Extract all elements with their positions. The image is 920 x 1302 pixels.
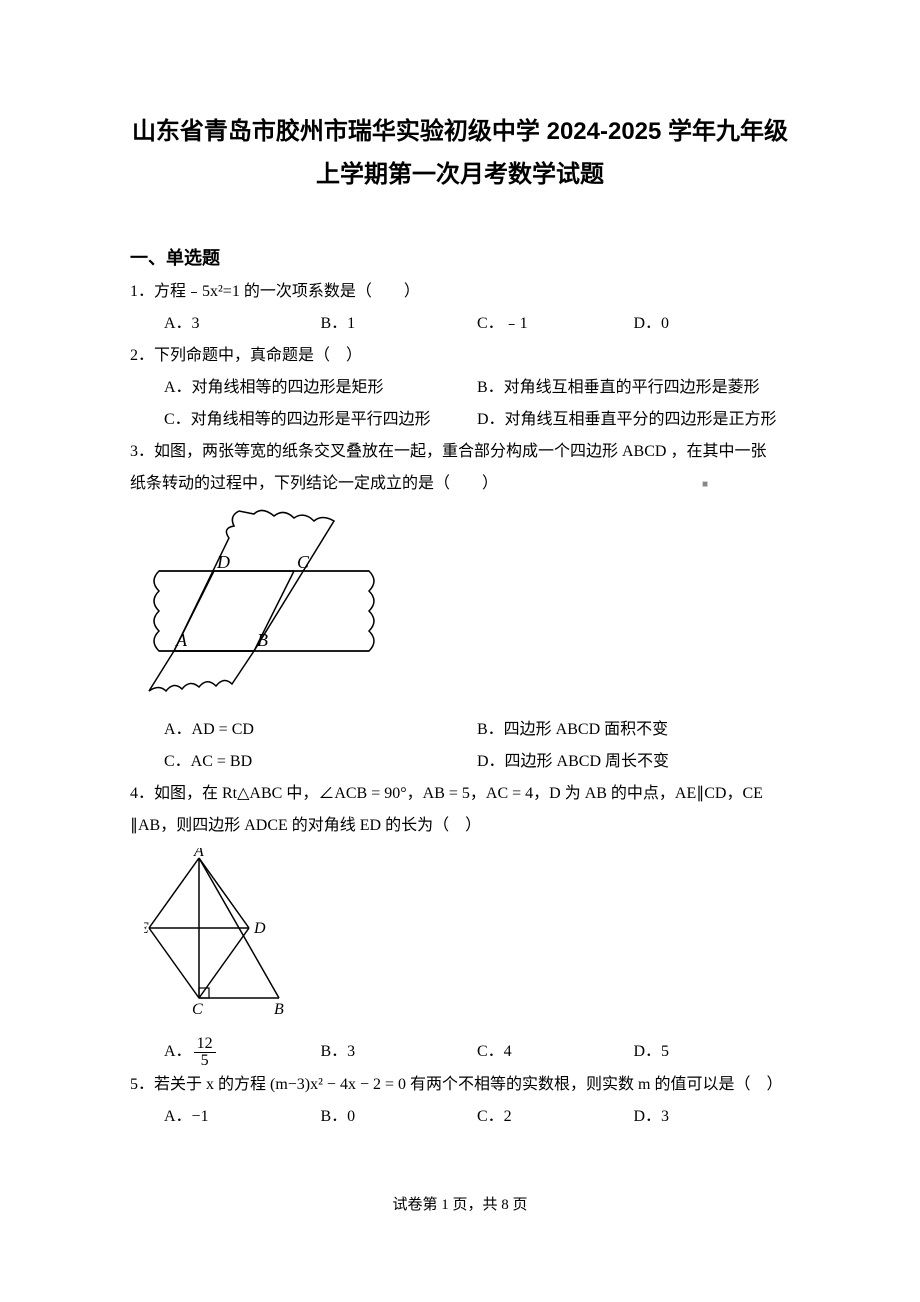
q4-opt-b: B．3 (321, 1036, 478, 1069)
q3-figure: A B C D (144, 506, 790, 708)
question-4: 4．如图，在 Rt△ABC 中，∠ACB = 90°，AB = 5，AC = 4… (130, 778, 790, 1069)
q3-options-row1: A．AD = CD B．四边形 ABCD 面积不变 (130, 714, 790, 746)
q4-figure: A E D C B (144, 848, 790, 1030)
q1-opt-b: B．1 (321, 308, 478, 340)
label-a: A (175, 630, 188, 650)
q5-options: A．−1 B．0 C．2 D．3 (130, 1101, 790, 1133)
q5-opt-b: B．0 (321, 1101, 478, 1133)
label-c: C (297, 552, 310, 572)
q3-stem-2: 纸条转动的过程中，下列结论一定成立的是（ ） ■ (130, 468, 790, 500)
q4-options: A．125 B．3 C．4 D．5 (130, 1036, 790, 1069)
q1-opt-a: A．3 (164, 308, 321, 340)
crossed-strips-diagram: A B C D (144, 506, 384, 696)
q3-stem-1: 3．如图，两张等宽的纸条交叉叠放在一起，重合部分构成一个四边形 ABCD ，在其… (130, 436, 790, 468)
q5-opt-c: C．2 (477, 1101, 634, 1133)
label-a: A (193, 848, 204, 860)
q2-opt-a: A．对角线相等的四边形是矩形 (164, 372, 477, 404)
page-footer: 试卷第 1 页，共 8 页 (130, 1193, 790, 1214)
q4-opt-a: A．125 (164, 1036, 321, 1069)
q3-options-row2: C．AC = BD D．四边形 ABCD 周长不变 (130, 746, 790, 778)
fraction-12-5: 125 (194, 1036, 216, 1069)
label-d: D (253, 920, 266, 937)
q3-opt-b: B．四边形 ABCD 面积不变 (477, 714, 790, 746)
q5-stem: 5．若关于 x 的方程 (m−3)x² − 4x − 2 = 0 有两个不相等的… (130, 1069, 790, 1101)
label-b: B (257, 630, 268, 650)
q5-opt-d: D．3 (634, 1101, 791, 1133)
q2-opt-b: B．对角线互相垂直的平行四边形是菱形 (477, 372, 790, 404)
q4-opt-d: D．5 (634, 1036, 791, 1069)
label-c: C (192, 1001, 203, 1018)
q2-options-row2: C．对角线相等的四边形是平行四边形 D．对角线互相垂直平分的四边形是正方形 (130, 404, 790, 436)
exam-page: 山东省青岛市胶州市瑞华实验初级中学 2024-2025 学年九年级 上学期第一次… (0, 0, 920, 1264)
label-d: D (216, 552, 230, 572)
q4-stem-2: ∥AB，则四边形 ADCE 的对角线 ED 的长为（ ） (130, 810, 790, 842)
q3-opt-d: D．四边形 ABCD 周长不变 (477, 746, 790, 778)
q4-stem-1: 4．如图，在 Rt△ABC 中，∠ACB = 90°，AB = 5，AC = 4… (130, 778, 790, 810)
label-b: B (274, 1001, 284, 1018)
q2-options-row1: A．对角线相等的四边形是矩形 B．对角线互相垂直的平行四边形是菱形 (130, 372, 790, 404)
q2-opt-c: C．对角线相等的四边形是平行四边形 (164, 404, 477, 436)
q3-opt-c: C．AC = BD (164, 746, 477, 778)
rhombus-triangle-diagram: A E D C B (144, 848, 324, 1018)
q4-opt-c: C．4 (477, 1036, 634, 1069)
q1-options: A．3 B．1 C．﹣1 D．0 (130, 308, 790, 340)
question-5: 5．若关于 x 的方程 (m−3)x² − 4x − 2 = 0 有两个不相等的… (130, 1069, 790, 1133)
section-heading: 一、单选题 (130, 244, 790, 270)
title-line-2: 上学期第一次月考数学试题 (130, 153, 790, 196)
q1-opt-d: D．0 (634, 308, 791, 340)
marker-dot: ■ (702, 475, 708, 495)
question-3: 3．如图，两张等宽的纸条交叉叠放在一起，重合部分构成一个四边形 ABCD ，在其… (130, 436, 790, 778)
q1-opt-c: C．﹣1 (477, 308, 634, 340)
q2-stem: 2．下列命题中，真命题是（ ） (130, 340, 790, 372)
title-block: 山东省青岛市胶州市瑞华实验初级中学 2024-2025 学年九年级 上学期第一次… (130, 110, 790, 196)
q2-opt-d: D．对角线互相垂直平分的四边形是正方形 (477, 404, 790, 436)
q1-stem: 1．方程﹣5x²=1 的一次项系数是（ ） (130, 276, 790, 308)
label-e: E (144, 920, 149, 937)
q3-opt-a: A．AD = CD (164, 714, 477, 746)
q5-opt-a: A．−1 (164, 1101, 321, 1133)
question-2: 2．下列命题中，真命题是（ ） A．对角线相等的四边形是矩形 B．对角线互相垂直… (130, 340, 790, 436)
title-line-1: 山东省青岛市胶州市瑞华实验初级中学 2024-2025 学年九年级 (130, 110, 790, 153)
question-1: 1．方程﹣5x²=1 的一次项系数是（ ） A．3 B．1 C．﹣1 D．0 (130, 276, 790, 340)
